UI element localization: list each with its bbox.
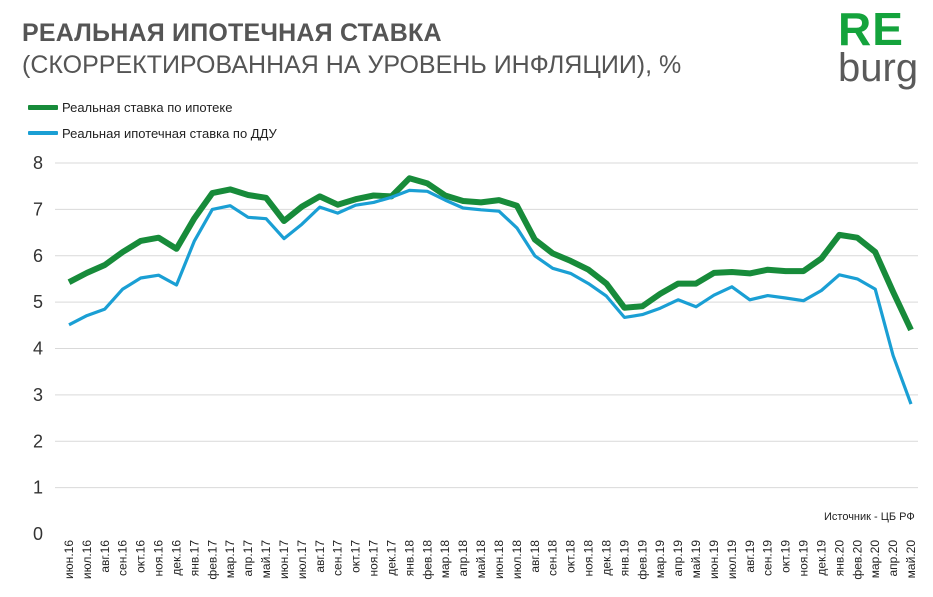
- chart-legend: Реальная ставка по ипотеке Реальная ипот…: [28, 94, 277, 146]
- y-tick-label: 1: [33, 478, 43, 498]
- x-tick-label: янв.17: [187, 540, 201, 577]
- x-tick-label: мар.19: [653, 540, 667, 579]
- x-tick-label: окт.17: [349, 540, 363, 573]
- x-tick-label: фев.19: [635, 540, 649, 580]
- x-tick-label: апр.19: [671, 540, 685, 577]
- legend-label-ddu: Реальная ипотечная ставка по ДДУ: [62, 125, 277, 141]
- y-axis-ticks: 0 1 2 3 4 5 6 7 8: [33, 153, 43, 544]
- series-line-ddu: [68, 188, 913, 405]
- x-axis-ticks: июн.16 июл.16 авг.16 сен.16 окт.16 ноя.16 дек.…: [62, 540, 918, 580]
- x-tick-label: авг.16: [98, 540, 112, 573]
- x-tick-label: июн.17: [277, 540, 291, 579]
- x-tick-label: мар.20: [868, 540, 882, 579]
- x-tick-label: фев.17: [205, 540, 219, 580]
- x-tick-label: сен.16: [116, 540, 130, 576]
- x-tick-label: дек.18: [599, 540, 613, 576]
- x-tick-label: мар.17: [223, 540, 237, 579]
- chart-subtitle: (СКОРРЕКТИРОВАННАЯ НА УРОВЕНЬ ИНФЛЯЦИИ),…: [22, 51, 682, 79]
- x-tick-label: авг.18: [528, 540, 542, 573]
- x-tick-label: июн.19: [707, 540, 721, 579]
- x-tick-label: июн.18: [492, 540, 506, 579]
- source-note: Источник - ЦБ РФ: [824, 511, 915, 523]
- x-tick-label: авг.17: [313, 540, 327, 573]
- x-tick-label: май.20: [904, 540, 918, 579]
- x-tick-label: июл.18: [510, 540, 524, 579]
- x-tick-label: сен.19: [761, 540, 775, 576]
- x-tick-label: окт.18: [564, 540, 578, 573]
- x-tick-label: окт.19: [779, 540, 793, 573]
- x-tick-label: июл.19: [725, 540, 739, 579]
- y-tick-label: 8: [33, 153, 43, 173]
- x-tick-label: фев.18: [420, 540, 434, 580]
- x-tick-label: ноя.18: [582, 540, 596, 577]
- x-tick-label: дек.17: [384, 540, 398, 576]
- reburg-logo: RE burg: [838, 6, 928, 88]
- x-tick-label: ноя.16: [152, 540, 166, 577]
- x-tick-label: окт.16: [134, 540, 148, 573]
- y-tick-label: 4: [33, 339, 43, 359]
- logo-top-text: RE: [838, 3, 904, 55]
- x-tick-label: сен.17: [331, 540, 345, 576]
- chart-title: РЕАЛЬНАЯ ИПОТЕЧНАЯ СТАВКА: [22, 19, 442, 47]
- x-tick-label: янв.18: [402, 540, 416, 577]
- legend-item-mortgage: Реальная ставка по ипотеке: [28, 94, 277, 120]
- y-tick-label: 2: [33, 431, 43, 451]
- x-tick-label: янв.20: [832, 540, 846, 577]
- x-tick-label: апр.17: [241, 540, 255, 577]
- x-tick-label: дек.16: [169, 540, 183, 576]
- x-tick-label: май.18: [474, 540, 488, 579]
- y-tick-label: 6: [33, 246, 43, 266]
- y-tick-label: 0: [33, 524, 43, 544]
- x-tick-label: апр.20: [886, 540, 900, 577]
- x-tick-label: фев.20: [850, 540, 864, 580]
- series-lines: [67, 175, 914, 405]
- y-tick-label: 5: [33, 292, 43, 312]
- x-tick-label: янв.19: [617, 540, 631, 577]
- y-tick-label: 3: [33, 385, 43, 405]
- legend-swatch-blue: [28, 131, 58, 135]
- x-tick-label: май.17: [259, 540, 273, 579]
- x-tick-label: июл.17: [295, 540, 309, 579]
- x-tick-label: ноя.19: [797, 540, 811, 577]
- x-tick-label: сен.18: [546, 540, 560, 576]
- x-tick-label: ноя.17: [367, 540, 381, 577]
- logo-bottom-text: burg: [838, 46, 919, 90]
- x-tick-label: авг.19: [743, 540, 757, 573]
- legend-item-ddu: Реальная ипотечная ставка по ДДУ: [28, 120, 277, 146]
- x-tick-label: май.19: [689, 540, 703, 579]
- y-tick-label: 7: [33, 199, 43, 219]
- x-tick-label: июн.16: [62, 540, 76, 579]
- x-tick-label: июл.16: [80, 540, 94, 579]
- x-tick-label: дек.19: [814, 540, 828, 576]
- x-tick-label: апр.18: [456, 540, 470, 577]
- x-tick-label: мар.18: [438, 540, 452, 579]
- legend-swatch-green: [28, 104, 58, 110]
- series-line-mortgage: [67, 175, 914, 332]
- legend-label-mortgage: Реальная ставка по ипотеке: [62, 99, 233, 115]
